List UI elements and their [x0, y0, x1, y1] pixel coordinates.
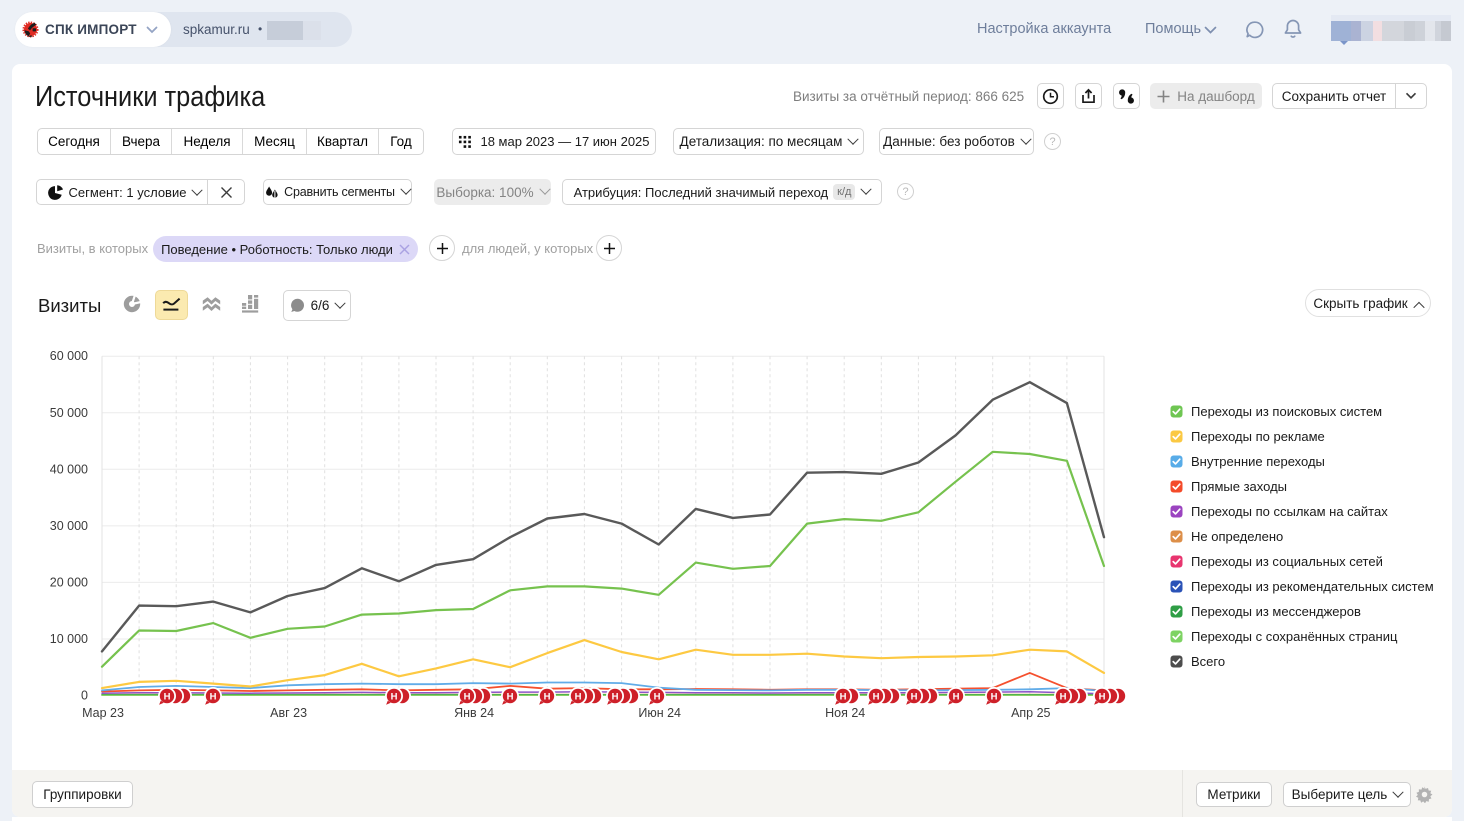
- svg-text:Н: Н: [210, 692, 217, 703]
- svg-text:Мар 23: Мар 23: [82, 706, 124, 720]
- svg-text:Н: Н: [911, 692, 918, 703]
- svg-text:30 000: 30 000: [50, 519, 88, 533]
- svg-text:Н: Н: [391, 692, 398, 703]
- svg-text:Н: Н: [575, 692, 582, 703]
- svg-text:Н: Н: [464, 692, 471, 703]
- svg-text:Н: Н: [507, 692, 514, 703]
- svg-text:Н: Н: [873, 692, 880, 703]
- svg-text:Н: Н: [612, 692, 619, 703]
- svg-text:Янв 24: Янв 24: [454, 706, 494, 720]
- svg-text:0: 0: [81, 689, 88, 703]
- svg-text:Ноя 24: Ноя 24: [825, 706, 865, 720]
- svg-text:Н: Н: [544, 692, 551, 703]
- svg-text:Н: Н: [991, 692, 998, 703]
- svg-text:20 000: 20 000: [50, 575, 88, 589]
- svg-text:Авг 23: Авг 23: [270, 706, 307, 720]
- svg-text:40 000: 40 000: [50, 462, 88, 476]
- svg-text:Н: Н: [953, 692, 960, 703]
- svg-text:50 000: 50 000: [50, 406, 88, 420]
- svg-text:Н: Н: [1060, 692, 1067, 703]
- svg-text:Н: Н: [1099, 692, 1106, 703]
- svg-text:Н: Н: [164, 692, 171, 703]
- svg-text:Апр 25: Апр 25: [1011, 706, 1050, 720]
- svg-text:Н: Н: [654, 692, 661, 703]
- svg-text:Н: Н: [840, 692, 847, 703]
- svg-text:60 000: 60 000: [50, 349, 88, 363]
- svg-text:Июн 24: Июн 24: [638, 706, 681, 720]
- svg-text:10 000: 10 000: [50, 632, 88, 646]
